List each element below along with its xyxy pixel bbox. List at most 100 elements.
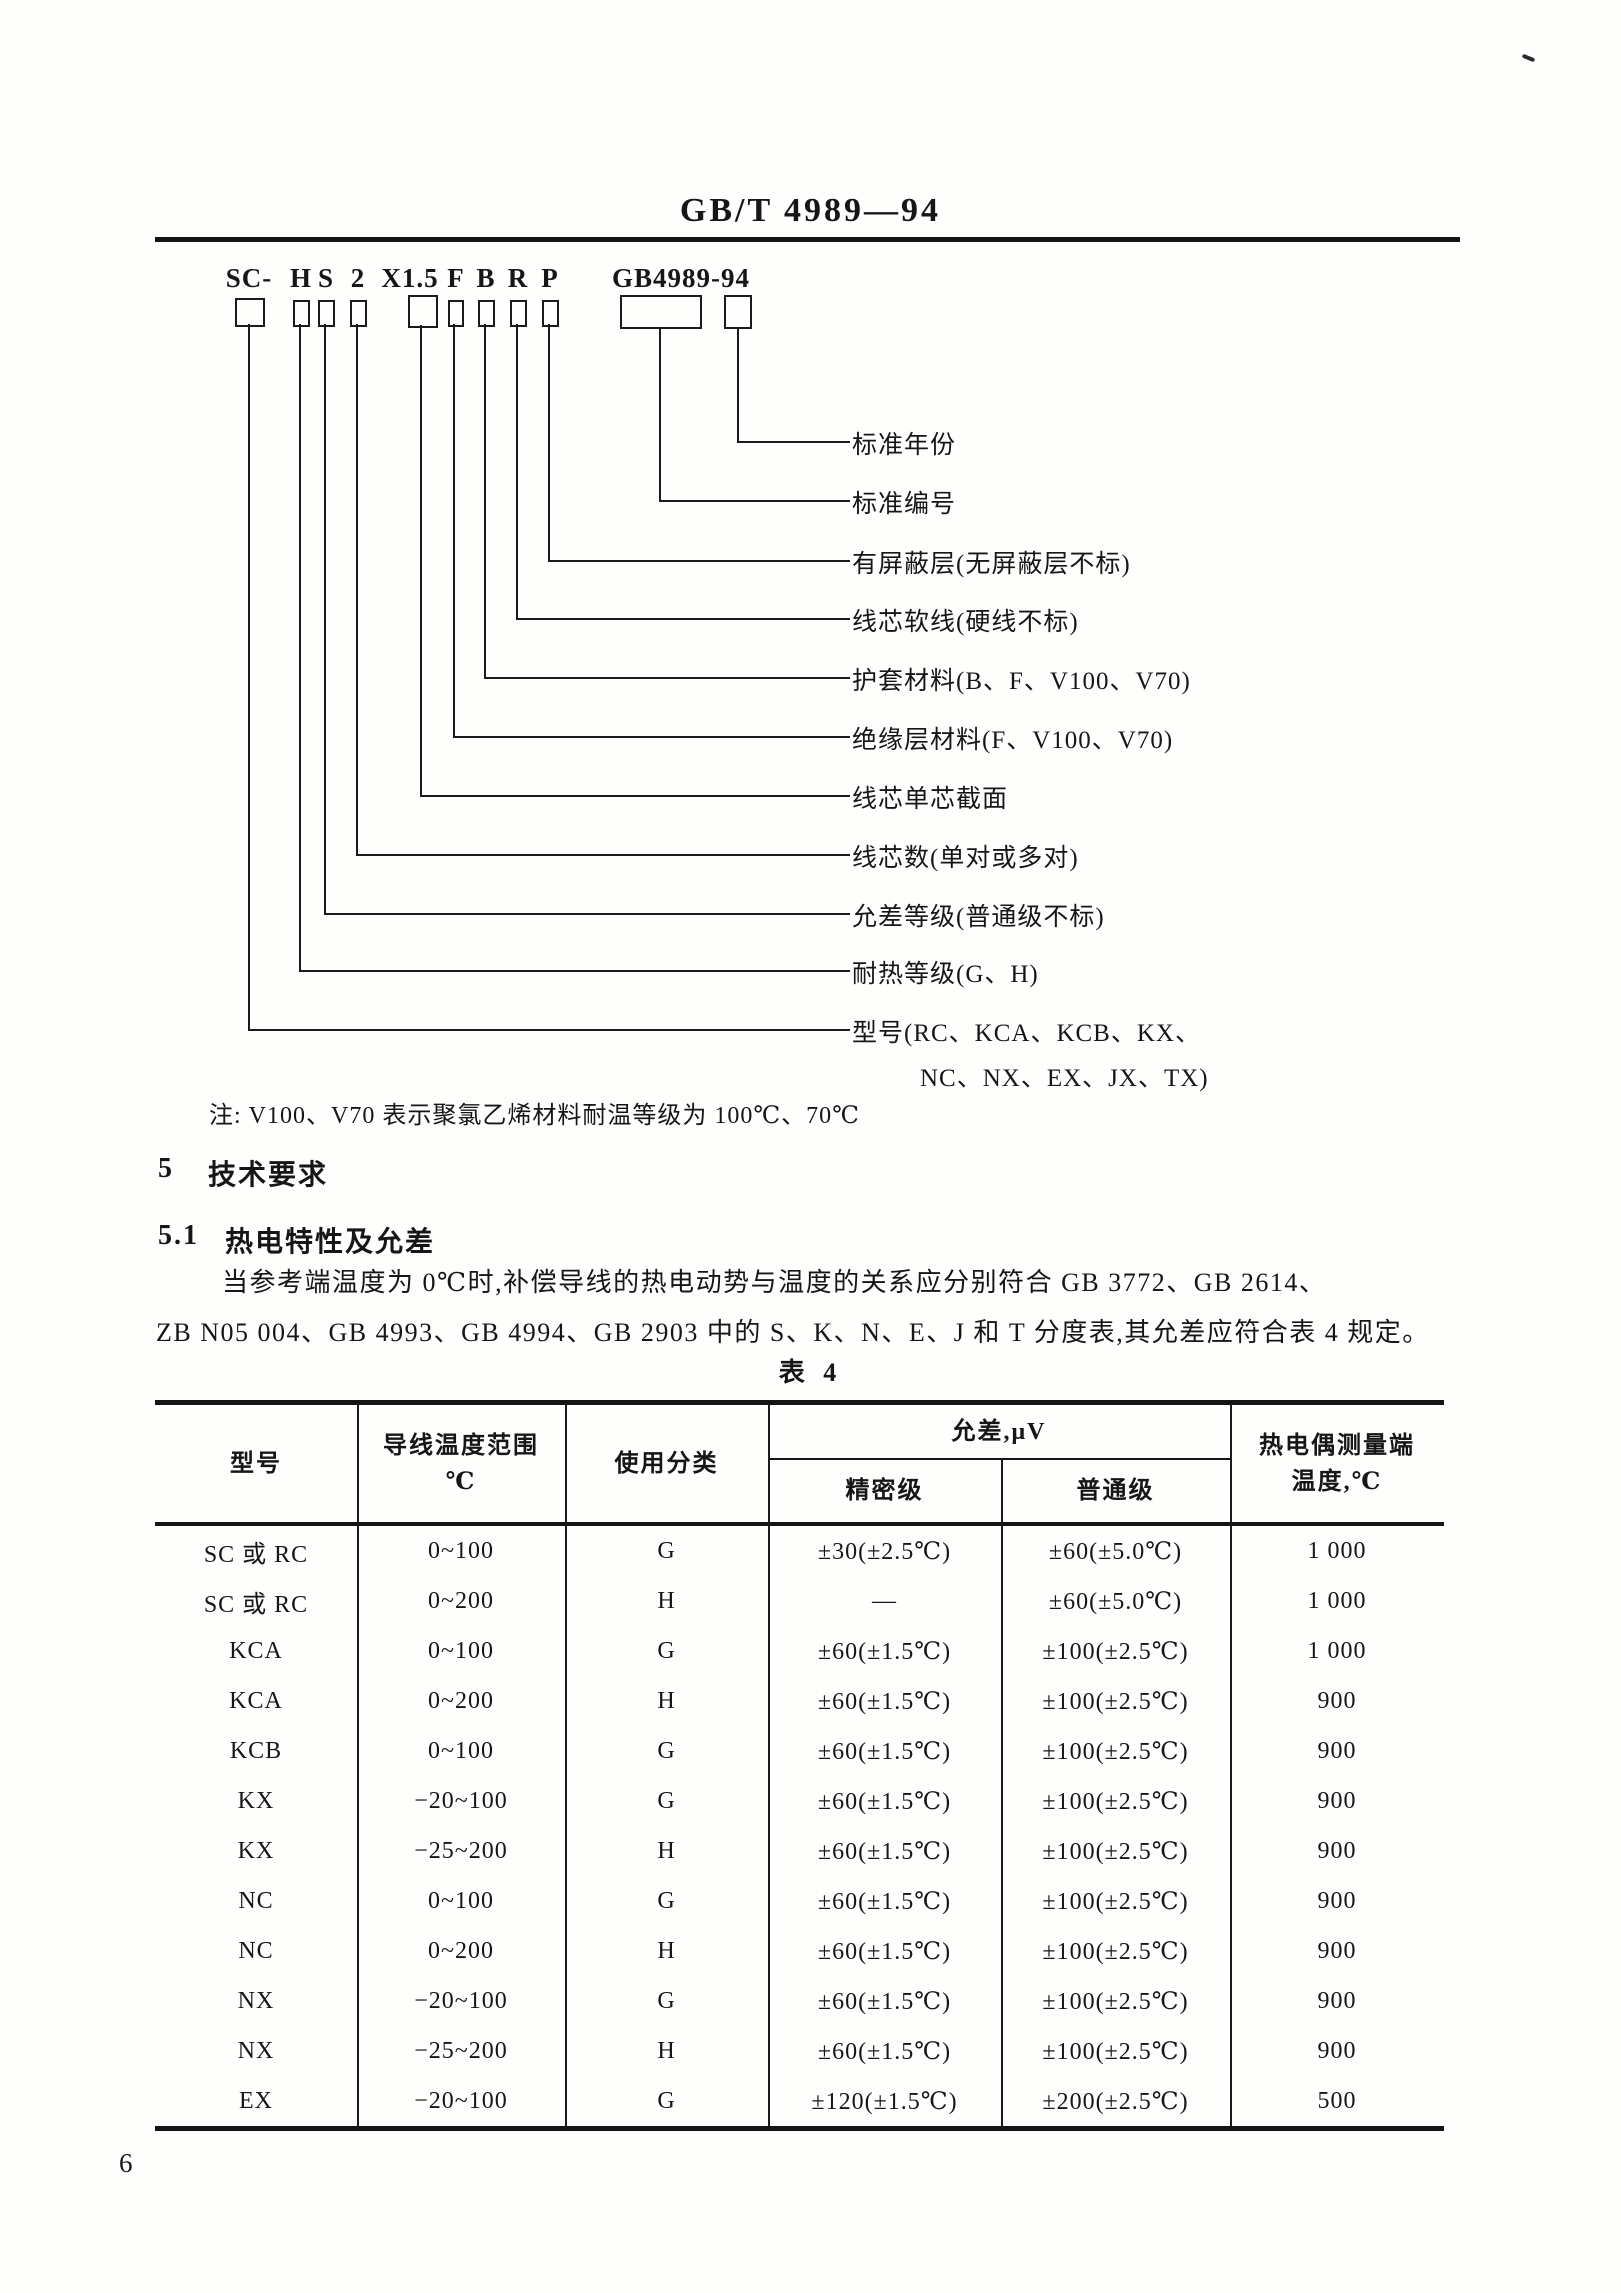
label-heat-class: 耐热等级(G、H) (852, 961, 1039, 988)
table-row: KCA 0~200 H ±60(±1.5℃) ±100(±2.5℃) 900 (155, 1676, 1444, 1726)
cell-temp-range: 0~100 (428, 1737, 494, 1764)
cell-model: NX (237, 1987, 275, 2014)
table-top-border (155, 1400, 1444, 1405)
cell-precision: ±60(±1.5℃) (817, 1788, 952, 1815)
cell-temp-range: 0~100 (428, 1637, 494, 1664)
cell-model: SC 或 RC (203, 1541, 309, 1568)
cell-class: H (657, 2037, 676, 2064)
section-title: 技术要求 (208, 1160, 329, 1191)
code-token-insulation: F (447, 263, 465, 293)
cell-hot-junction: 900 (1317, 1737, 1357, 1764)
tolerance-subheader-divider (768, 1458, 1230, 1460)
connector-standard-year (737, 327, 850, 443)
table-row: KCA 0~100 G ±60(±1.5℃) ±100(±2.5℃) 1 000 (155, 1626, 1444, 1676)
connector-insulation (453, 324, 850, 738)
cell-hot-junction: 500 (1317, 2087, 1357, 2114)
cell-temp-range: 0~100 (428, 1887, 494, 1914)
designation-box-model (235, 298, 265, 327)
connector-shield (548, 324, 850, 562)
label-flexible: 线芯软线(硬线不标) (852, 609, 1079, 636)
code-token-sheath: B (476, 263, 496, 293)
cell-precision: ±60(±1.5℃) (817, 1738, 952, 1765)
cell-class: H (657, 1837, 676, 1864)
cell-precision: ±60(±1.5℃) (817, 1638, 952, 1665)
header-model: 型号 (230, 1450, 282, 1477)
cell-ordinary: ±100(±2.5℃) (1042, 1988, 1189, 2015)
label-standard-year: 标准年份 (852, 432, 957, 459)
label-shield: 有屏蔽层(无屏蔽层不标) (852, 551, 1131, 578)
label-cross-section: 线芯单芯截面 (852, 786, 1009, 813)
cell-model: SC 或 RC (203, 1591, 309, 1618)
label-standard-number: 标准编号 (852, 491, 957, 518)
table-header-separator (155, 1522, 1444, 1526)
subsection-heading: 5.1 热电特性及允差 (158, 1220, 435, 1260)
cell-ordinary: ±200(±2.5℃) (1042, 2088, 1189, 2115)
label-sheath: 护套材料(B、F、V100、V70) (852, 668, 1191, 695)
scan-artifact-mark (1521, 53, 1536, 63)
cell-temp-range: −25~200 (414, 1837, 508, 1864)
cell-model: NC (238, 1937, 274, 1964)
code-token-core-count: 2 (350, 263, 366, 293)
cell-precision: ±120(±1.5℃) (811, 2088, 958, 2115)
cell-precision: ±30(±2.5℃) (817, 1538, 952, 1565)
connector-heat-class (299, 324, 850, 972)
cell-class: G (657, 1987, 676, 2014)
label-insulation: 绝缘层材料(F、V100、V70) (852, 727, 1174, 754)
connector-standard-number (659, 327, 850, 502)
header-precision: 精密级 (845, 1478, 924, 1504)
cell-hot-junction: 900 (1317, 2037, 1357, 2064)
designation-box-core-count (350, 300, 367, 327)
cell-precision: — (872, 1587, 897, 1614)
paragraph-line-2: ZB N05 004、GB 4993、GB 4994、GB 2903 中的 S、… (156, 1318, 1430, 1347)
code-token-flexible: R (507, 263, 529, 293)
header-temp-range: 导线温度范围 ℃ (383, 1432, 539, 1495)
connector-flexible (516, 324, 850, 620)
cell-class: G (657, 1737, 676, 1764)
table-column-divider (768, 1405, 770, 2126)
cell-class: G (657, 1787, 676, 1814)
table-column-divider (1230, 1405, 1232, 2126)
designation-box-cross-section (408, 295, 438, 328)
table-bottom-border (155, 2126, 1444, 2131)
table-row: NC 0~100 G ±60(±1.5℃) ±100(±2.5℃) 900 (155, 1876, 1444, 1926)
designation-box-standard-number (620, 295, 702, 329)
connector-core-count (356, 324, 850, 856)
table-row: KX −25~200 H ±60(±1.5℃) ±100(±2.5℃) 900 (155, 1826, 1444, 1876)
code-token-model: SC- (225, 263, 273, 293)
connector-tolerance (324, 324, 850, 915)
cell-ordinary: ±100(±2.5℃) (1042, 1788, 1189, 1815)
designation-box-tolerance (318, 300, 335, 327)
cell-hot-junction: 900 (1317, 1937, 1357, 1964)
cell-model: NX (237, 2037, 275, 2064)
table-row: NX −20~100 G ±60(±1.5℃) ±100(±2.5℃) 900 (155, 1976, 1444, 2026)
cell-ordinary: ±100(±2.5℃) (1042, 1938, 1189, 1965)
page-number: 6 (119, 2148, 133, 2178)
paragraph-line-1: 当参考端温度为 0℃时,补偿导线的热电动势与温度的关系应分别符合 GB 3772… (222, 1268, 1327, 1297)
connector-cross-section (420, 325, 850, 797)
cell-hot-junction: 900 (1317, 1987, 1357, 2014)
cell-precision: ±60(±1.5℃) (817, 2038, 952, 2065)
cell-class: H (657, 1687, 676, 1714)
table-caption: 表 4 (778, 1358, 843, 1387)
connector-model (248, 324, 850, 1031)
cell-model: KCA (229, 1637, 283, 1664)
label-tolerance: 允差等级(普通级不标) (852, 904, 1105, 931)
table-row: SC 或 RC 0~100 G ±30(±2.5℃) ±60(±5.0℃) 1 … (155, 1526, 1444, 1576)
cell-hot-junction: 900 (1317, 1787, 1357, 1814)
standard-code-header: GB/T 4989—94 (679, 192, 942, 229)
cell-class: G (657, 2087, 676, 2114)
cell-precision: ±60(±1.5℃) (817, 1838, 952, 1865)
diagram-note: 注: V100、V70 表示聚氯乙烯材料耐温等级为 100℃、70℃ (209, 1103, 861, 1129)
cell-ordinary: ±100(±2.5℃) (1042, 1688, 1189, 1715)
cell-class: G (657, 1887, 676, 1914)
cell-temp-range: 0~100 (428, 1537, 494, 1564)
subsection-number: 5.1 (158, 1220, 199, 1251)
table-row: KCB 0~100 G ±60(±1.5℃) ±100(±2.5℃) 900 (155, 1726, 1444, 1776)
designation-box-sheath (478, 300, 495, 327)
cell-class: G (657, 1637, 676, 1664)
table-4: 型号 导线温度范围 ℃ 使用分类 允差,μV 精密级 普通级 热电偶测量端 温度… (155, 1400, 1444, 2131)
cell-temp-range: −20~100 (414, 2087, 508, 2114)
cell-temp-range: −20~100 (414, 1787, 508, 1814)
code-token-standard-number: GB4989-94 (611, 263, 751, 293)
section-number: 5 (158, 1153, 174, 1184)
